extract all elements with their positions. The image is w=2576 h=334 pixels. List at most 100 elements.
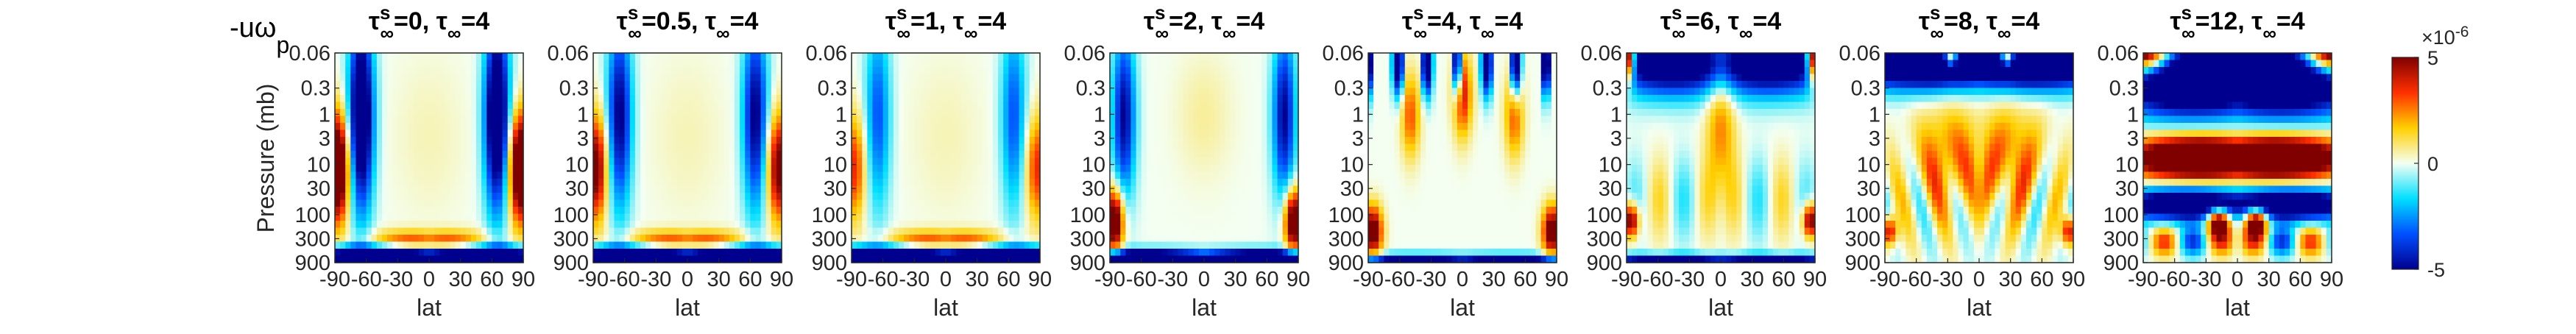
heatmap-cell	[350, 109, 357, 117]
heatmap-cell	[966, 123, 973, 131]
heatmap-cell	[629, 88, 636, 96]
heatmap-cell	[1436, 74, 1443, 82]
heatmap-cell	[718, 67, 725, 75]
heatmap-cell	[1230, 179, 1236, 187]
heatmap-cell	[1384, 116, 1390, 124]
heatmap-cell	[1188, 109, 1195, 117]
heatmap-cell	[1146, 165, 1153, 173]
heatmap-cell	[1426, 88, 1432, 96]
heatmap-cell	[1115, 88, 1121, 96]
x-tick-label: 30	[1224, 268, 1248, 291]
heatmap-cell	[1504, 109, 1510, 117]
heatmap-cell	[1436, 129, 1443, 138]
heatmap-cell	[1409, 74, 1416, 82]
heatmap-cell	[1230, 74, 1236, 82]
heatmap-cell	[1262, 143, 1267, 152]
heatmap-cell	[1120, 116, 1126, 124]
heatmap-cell	[507, 193, 514, 201]
heatmap-cell	[1188, 165, 1195, 173]
heatmap-cell	[857, 88, 863, 96]
heatmap-cell	[486, 81, 492, 89]
heatmap-cell	[408, 227, 414, 235]
heatmap-cell	[1008, 53, 1015, 61]
heatmap-cell	[693, 213, 698, 221]
heatmap-cell	[651, 74, 657, 82]
heatmap-cell	[1292, 95, 1299, 103]
heatmap-cell	[755, 129, 762, 138]
heatmap-cell	[987, 185, 994, 193]
heatmap-cell	[956, 157, 962, 166]
heatmap-cell	[497, 157, 503, 166]
heatmap-cell	[852, 116, 857, 124]
heatmap-cell	[1157, 171, 1163, 180]
heatmap-cell	[614, 60, 620, 68]
heatmap-cell	[961, 53, 968, 61]
heatmap-cell	[517, 241, 524, 249]
heatmap-cell	[899, 193, 905, 201]
heatmap-cell	[1198, 207, 1205, 215]
heatmap-cell	[1209, 249, 1215, 257]
heatmap-cell	[387, 102, 393, 110]
heatmap-cell	[1277, 151, 1284, 159]
heatmap-cell	[698, 227, 704, 235]
heatmap-cell	[1262, 102, 1267, 110]
heatmap-cell	[914, 137, 921, 145]
heatmap-cell	[1193, 53, 1200, 61]
heatmap-cell	[961, 193, 968, 201]
heatmap-cell	[676, 116, 683, 124]
heatmap-cell	[634, 255, 641, 263]
heatmap-cell	[852, 88, 857, 96]
heatmap-cell	[1225, 241, 1231, 249]
heatmap-cell	[1272, 213, 1278, 221]
heatmap-cell	[924, 235, 931, 243]
heatmap-cell	[723, 157, 730, 166]
heatmap-cell	[434, 95, 440, 103]
panel-title-part-5: τ	[436, 7, 447, 35]
heatmap-cell	[882, 221, 889, 229]
heatmap-cell	[376, 157, 383, 166]
heatmap-cell	[371, 213, 378, 221]
heatmap-cell	[703, 241, 710, 249]
heatmap-cell	[1024, 74, 1030, 82]
heatmap-cell	[640, 102, 646, 110]
heatmap-cell	[361, 199, 367, 207]
heatmap-cell	[1136, 109, 1142, 117]
heatmap-cell	[1167, 81, 1173, 89]
heatmap-cell	[1530, 60, 1537, 68]
heatmap-cell	[1420, 123, 1426, 131]
heatmap-cell	[1034, 249, 1041, 257]
heatmap-cell	[956, 199, 962, 207]
heatmap-cell	[956, 88, 962, 96]
heatmap-cell	[708, 137, 715, 145]
heatmap-cell	[1198, 67, 1205, 75]
heatmap-cell	[476, 123, 482, 131]
heatmap-cell	[397, 241, 404, 249]
heatmap-cell	[593, 60, 599, 68]
heatmap-cell	[507, 67, 514, 75]
heatmap-cell	[1282, 95, 1289, 103]
heatmap-cell	[460, 109, 467, 117]
heatmap-cell	[993, 227, 999, 235]
heatmap-cell	[899, 143, 905, 152]
heatmap-cell	[661, 123, 668, 131]
heatmap-cell	[713, 81, 720, 89]
heatmap-cell	[413, 60, 420, 68]
heatmap-cell	[1151, 179, 1158, 187]
heatmap-cell	[445, 207, 451, 215]
heatmap-cell	[1034, 137, 1041, 145]
heatmap-cell	[1136, 227, 1142, 235]
heatmap-cell	[1551, 102, 1557, 110]
heatmap-cell	[350, 193, 357, 201]
heatmap-cell	[993, 74, 999, 82]
heatmap-cell	[966, 116, 973, 124]
heatmap-cell	[634, 129, 641, 138]
heatmap-cell	[771, 67, 777, 75]
heatmap-cell	[951, 81, 957, 89]
heatmap-cell	[651, 88, 657, 96]
heatmap-cell	[1162, 95, 1168, 103]
heatmap-cell	[1457, 102, 1463, 110]
heatmap-cell	[408, 143, 414, 152]
heatmap-cell	[1157, 227, 1163, 235]
heatmap-cell	[1008, 241, 1015, 249]
heatmap-cell	[661, 193, 668, 201]
